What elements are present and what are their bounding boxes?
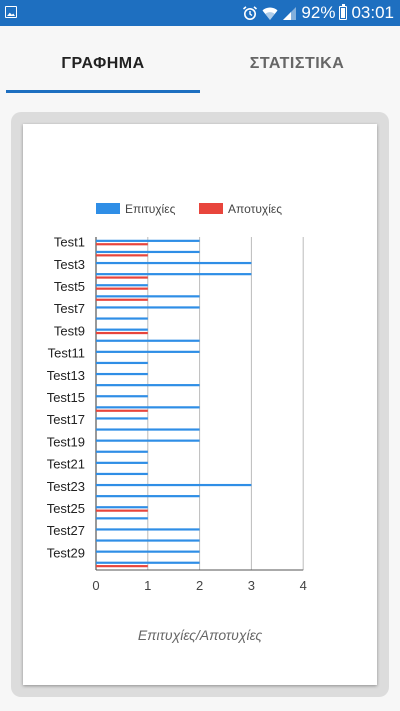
x-tick-label: 0 xyxy=(92,578,99,593)
failure-bar xyxy=(96,254,148,257)
y-tick-label: Test11 xyxy=(48,346,85,361)
success-bar xyxy=(96,483,252,487)
y-tick-label: Test7 xyxy=(54,301,85,316)
success-bar xyxy=(96,428,200,431)
success-bar xyxy=(96,439,200,442)
success-bar xyxy=(96,395,148,398)
battery-percent: 92% xyxy=(301,3,336,22)
success-bar xyxy=(96,306,200,309)
legend-label-success: Επιτυχίες xyxy=(125,202,176,216)
failure-bar xyxy=(96,276,148,279)
success-bar xyxy=(96,239,200,242)
success-bar xyxy=(96,561,200,564)
legend-swatch-failure xyxy=(199,203,223,214)
signal-icon xyxy=(283,6,297,20)
success-bar xyxy=(96,250,200,254)
y-tick-label: Test5 xyxy=(54,279,85,294)
x-axis-title: Επιτυχίες/Αποτυχίες xyxy=(138,627,263,643)
failure-bar xyxy=(96,509,148,512)
clock-time: 03:01 xyxy=(351,3,394,22)
success-bar xyxy=(96,317,148,320)
legend-label-failure: Αποτυχίες xyxy=(228,202,282,216)
success-bar xyxy=(96,295,200,298)
success-bar xyxy=(96,461,148,464)
success-bar xyxy=(96,339,200,342)
success-bar xyxy=(96,384,200,387)
y-tick-label: Test21 xyxy=(47,457,85,472)
y-tick-label: Test13 xyxy=(47,368,85,383)
battery-icon xyxy=(339,4,348,20)
y-tick-label: Test23 xyxy=(47,479,85,494)
success-bar xyxy=(96,273,252,276)
failure-bar xyxy=(96,565,148,568)
y-tick-label: Test17 xyxy=(47,412,85,427)
chart-card: Test1 Test3 Test5 Test7 Test9 Test11 Test13 Tes… xyxy=(23,124,377,685)
x-tick-label: 2 xyxy=(196,578,203,593)
failure-bar xyxy=(96,243,148,246)
success-bar xyxy=(96,472,148,476)
tab-bar: ΓΡΑΦΗΜΑ ΣΤΑΤΙΣΤΙΚΑ xyxy=(0,26,400,94)
success-bar xyxy=(96,450,148,453)
success-bar xyxy=(96,495,200,498)
tab-statistics[interactable]: ΣΤΑΤΙΣΤΙΚΑ xyxy=(249,55,345,72)
legend-swatch-success xyxy=(96,203,120,214)
x-tick-label: 1 xyxy=(144,578,151,593)
failure-bar xyxy=(96,298,148,301)
alarm-icon xyxy=(243,6,258,20)
results-bar-chart: Test1 Test3 Test5 Test7 Test9 Test11 Test13 Tes… xyxy=(47,202,307,643)
success-bar xyxy=(96,506,148,509)
tab-chart[interactable]: ΓΡΑΦΗΜΑ xyxy=(61,55,145,72)
success-bar xyxy=(96,406,200,409)
y-tick-label: Test1 xyxy=(54,235,85,250)
success-bar xyxy=(96,417,148,420)
y-tick-label: Test25 xyxy=(47,501,85,516)
y-tick-label: Test27 xyxy=(47,523,85,538)
success-bar xyxy=(96,517,148,520)
status-bar: 92% 03:01 xyxy=(0,0,400,26)
success-bar xyxy=(96,550,200,553)
success-bar xyxy=(96,539,200,542)
success-bar xyxy=(96,361,148,365)
wifi-icon xyxy=(262,7,278,20)
failure-bar xyxy=(96,287,148,290)
success-bar xyxy=(96,350,200,353)
gallery-icon xyxy=(5,6,17,18)
status-icons: 92% 03:01 xyxy=(242,3,394,23)
y-tick-label: Test9 xyxy=(54,323,85,338)
failure-bar xyxy=(96,331,148,335)
y-tick-label: Test15 xyxy=(47,390,85,405)
tab-indicator xyxy=(6,90,200,93)
x-tick-label: 3 xyxy=(248,578,255,593)
failure-bar xyxy=(96,409,148,412)
success-bar xyxy=(96,284,148,287)
y-tick-label: Test3 xyxy=(54,257,85,272)
success-bar xyxy=(96,261,252,265)
success-bar xyxy=(96,328,148,331)
x-tick-label: 4 xyxy=(300,578,307,593)
y-tick-label: Test19 xyxy=(47,434,85,449)
y-tick-label: Test29 xyxy=(47,545,85,560)
success-bar xyxy=(96,372,148,376)
success-bar xyxy=(96,528,200,531)
